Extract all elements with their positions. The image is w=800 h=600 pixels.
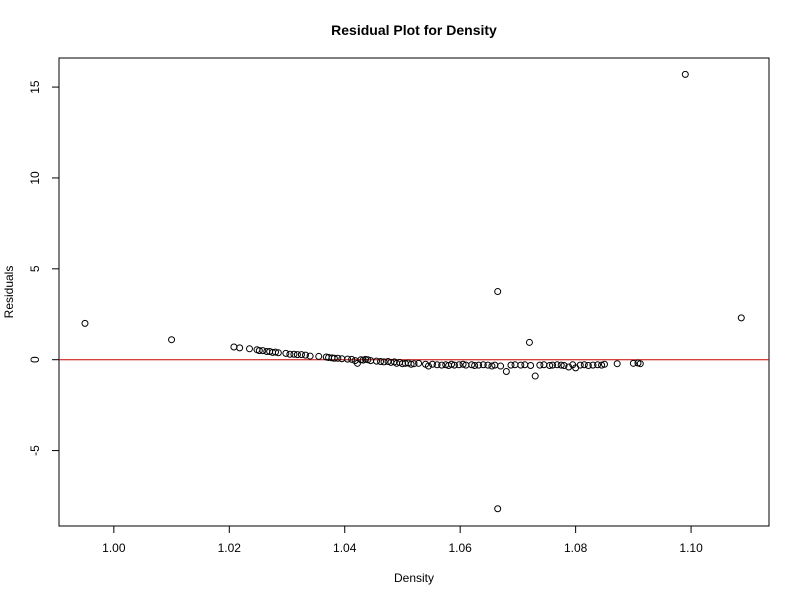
y-tick-label: -5	[28, 445, 42, 456]
data-point	[594, 361, 602, 369]
data-point	[259, 347, 267, 355]
data-point	[507, 361, 515, 369]
data-point	[517, 361, 525, 369]
data-point	[407, 360, 415, 368]
data-point	[525, 338, 533, 346]
data-point	[428, 360, 436, 368]
data-point	[438, 361, 446, 369]
data-point	[348, 355, 356, 363]
data-point	[471, 362, 479, 370]
data-point	[377, 358, 385, 366]
y-axis-label: Residuals	[2, 266, 16, 319]
data-point	[353, 359, 361, 367]
data-point	[531, 372, 539, 380]
data-point	[521, 361, 529, 369]
data-point	[301, 351, 309, 359]
x-tick-label: 1.06	[448, 541, 472, 555]
data-point	[344, 355, 352, 363]
data-point	[334, 354, 342, 362]
data-point	[600, 360, 608, 368]
data-point	[297, 351, 305, 359]
data-point	[681, 70, 689, 78]
data-point	[410, 360, 418, 368]
data-point	[380, 358, 388, 366]
y-tick-label: 15	[28, 80, 42, 94]
data-point	[459, 360, 467, 368]
data-point	[338, 355, 346, 363]
data-point	[330, 354, 338, 362]
data-point	[415, 359, 423, 367]
data-point	[557, 361, 565, 369]
y-tick-label: 0	[28, 356, 42, 363]
data-point	[479, 361, 487, 369]
data-point	[424, 362, 432, 370]
data-point	[450, 361, 458, 369]
data-point	[527, 362, 535, 370]
data-point	[511, 361, 519, 369]
data-point	[255, 347, 263, 355]
data-point	[497, 362, 505, 370]
data-point	[286, 350, 294, 358]
y-axis: -5 0 5 10 15	[28, 80, 60, 456]
data-point	[475, 361, 483, 369]
data-point	[468, 361, 476, 369]
data-point	[494, 288, 502, 296]
data-point	[236, 344, 244, 352]
x-tick-label: 1.08	[564, 541, 588, 555]
x-axis: 1.00 1.02 1.04 1.06 1.08 1.10	[102, 525, 703, 555]
data-point	[372, 357, 380, 365]
y-tick-label: 5	[28, 265, 42, 272]
data-point	[364, 356, 372, 364]
x-tick-label: 1.02	[218, 541, 242, 555]
data-point	[488, 362, 496, 370]
data-point	[230, 343, 238, 351]
data-point	[613, 360, 621, 368]
data-point	[448, 360, 456, 368]
data-point	[536, 361, 544, 369]
data-point	[737, 314, 745, 322]
data-point	[362, 355, 370, 363]
x-tick-label: 1.10	[679, 541, 703, 555]
y-tick-label: 10	[28, 171, 42, 185]
data-point	[282, 349, 290, 357]
data-point	[293, 351, 301, 359]
x-tick-label: 1.04	[333, 541, 357, 555]
data-point	[357, 356, 365, 364]
data-point	[433, 361, 441, 369]
data-point	[274, 349, 282, 357]
data-point	[81, 319, 89, 327]
data-point	[580, 361, 588, 369]
data-point	[546, 362, 554, 370]
data-point	[245, 345, 253, 353]
data-point	[455, 361, 463, 369]
data-point	[540, 361, 548, 369]
data-point	[589, 361, 597, 369]
data-point	[502, 368, 510, 376]
data-point	[560, 362, 568, 370]
data-point	[553, 361, 561, 369]
x-axis-label: Density	[394, 571, 434, 585]
data-point	[549, 361, 557, 369]
data-point	[484, 361, 492, 369]
data-point	[584, 362, 592, 370]
data-point	[290, 350, 298, 358]
data-point	[306, 352, 314, 360]
data-point	[598, 361, 606, 369]
data-point	[629, 359, 637, 367]
data-point	[576, 361, 584, 369]
x-tick-label: 1.00	[102, 541, 126, 555]
data-point	[168, 336, 176, 344]
data-point	[271, 348, 279, 356]
data-point	[315, 352, 323, 360]
data-point	[636, 360, 644, 368]
data-point	[494, 505, 502, 513]
chart-title: Residual Plot for Density	[331, 22, 497, 38]
plot-area-frame	[58, 57, 770, 527]
data-point	[565, 363, 573, 371]
data-points	[81, 70, 745, 513]
